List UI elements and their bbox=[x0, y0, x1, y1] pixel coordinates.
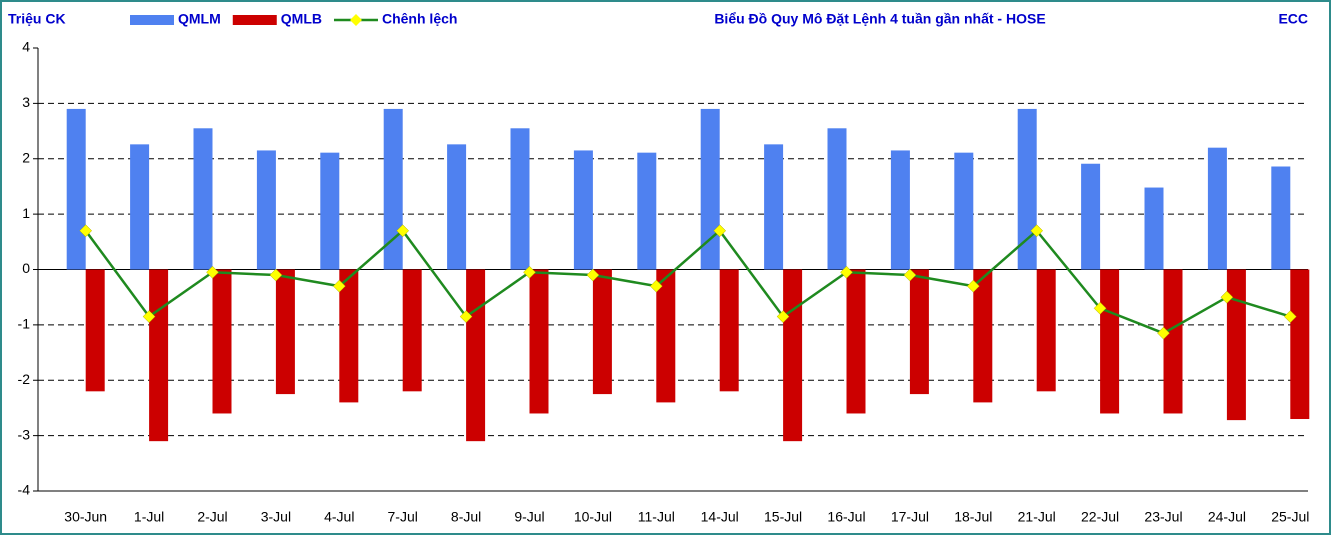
bar bbox=[573, 150, 593, 270]
bar bbox=[719, 269, 739, 392]
legend-swatch bbox=[232, 15, 277, 25]
x-tick-label: 9-Jul bbox=[514, 509, 544, 525]
marker bbox=[332, 279, 346, 293]
x-tick-label: 11-Jul bbox=[638, 509, 675, 525]
y-tick-label: 4 bbox=[22, 39, 30, 55]
x-tick-label: 21-Jul bbox=[1018, 509, 1056, 525]
bar bbox=[890, 150, 910, 270]
chart-title: Biểu Đồ Quy Mô Đặt Lệnh 4 tuần gần nhất … bbox=[714, 11, 1045, 27]
marker bbox=[903, 268, 917, 282]
marker bbox=[840, 265, 853, 279]
marker bbox=[713, 224, 727, 238]
bar bbox=[1271, 166, 1291, 270]
bar bbox=[973, 269, 993, 403]
x-tick-label: 14-Jul bbox=[701, 509, 739, 525]
marker bbox=[586, 268, 600, 282]
legend-label: QMLB bbox=[281, 11, 322, 27]
bar bbox=[466, 269, 486, 442]
bar bbox=[402, 269, 422, 392]
line bbox=[84, 228, 1291, 335]
legend-label: Chênh lệch bbox=[382, 11, 457, 27]
bar bbox=[827, 128, 847, 270]
bar bbox=[529, 269, 549, 414]
marker bbox=[396, 224, 410, 238]
y-tick-label: -3 bbox=[18, 426, 31, 442]
bar bbox=[954, 152, 974, 270]
bar bbox=[256, 150, 276, 270]
bar bbox=[85, 269, 105, 392]
marker bbox=[1030, 224, 1044, 238]
marker bbox=[459, 310, 473, 323]
x-tick-label: 25-Jul bbox=[1271, 509, 1309, 525]
marker bbox=[1220, 290, 1234, 304]
bar bbox=[447, 144, 467, 270]
bar bbox=[1290, 269, 1310, 420]
bar bbox=[1226, 269, 1246, 421]
x-tick-label: 15-Jul bbox=[764, 509, 802, 525]
annotation: ECC bbox=[1278, 11, 1308, 27]
y-tick-label: 2 bbox=[22, 149, 30, 165]
marker bbox=[206, 265, 219, 279]
bar bbox=[1163, 269, 1183, 414]
bar bbox=[1100, 269, 1120, 414]
x-tick-label: 23-Jul bbox=[1144, 509, 1182, 525]
y-axis-label: Triệu CK bbox=[8, 11, 66, 27]
bar bbox=[637, 152, 657, 270]
bar bbox=[656, 269, 676, 403]
bar bbox=[130, 144, 150, 270]
bar bbox=[149, 269, 169, 442]
bar bbox=[1144, 187, 1164, 270]
marker bbox=[776, 310, 790, 323]
x-tick-label: 8-Jul bbox=[451, 509, 481, 525]
bar bbox=[846, 269, 866, 414]
bar bbox=[764, 144, 784, 270]
bar bbox=[510, 128, 530, 270]
marker bbox=[142, 310, 156, 323]
bar bbox=[66, 108, 86, 270]
bar bbox=[275, 269, 295, 395]
marker bbox=[523, 265, 536, 279]
y-tick-label: -1 bbox=[18, 316, 31, 332]
bar bbox=[212, 269, 232, 414]
bar bbox=[320, 152, 340, 270]
x-tick-label: 18-Jul bbox=[954, 509, 992, 525]
y-tick-label: -4 bbox=[18, 482, 31, 498]
marker bbox=[79, 224, 93, 238]
y-tick-label: -2 bbox=[18, 371, 31, 387]
bar bbox=[592, 269, 612, 395]
marker bbox=[269, 268, 283, 282]
y-tick-label: 1 bbox=[22, 205, 30, 221]
bar bbox=[339, 269, 359, 403]
bar bbox=[783, 269, 803, 442]
legend-swatch bbox=[130, 15, 174, 25]
bar bbox=[909, 269, 929, 395]
bar bbox=[1081, 163, 1101, 270]
y-tick-label: 0 bbox=[22, 260, 30, 276]
x-tick-label: 30-Jun bbox=[64, 509, 107, 525]
x-tick-label: 10-Jul bbox=[574, 509, 612, 525]
bar bbox=[1036, 269, 1056, 392]
marker bbox=[1283, 310, 1297, 323]
x-tick-label: 24-Jul bbox=[1208, 509, 1246, 525]
marker bbox=[649, 279, 663, 293]
marker bbox=[966, 279, 980, 293]
legend-marker bbox=[349, 14, 362, 26]
x-tick-label: 2-Jul bbox=[197, 509, 227, 525]
marker bbox=[1157, 326, 1170, 340]
y-tick-label: 3 bbox=[22, 94, 30, 110]
x-tick-label: 16-Jul bbox=[827, 509, 865, 525]
bar bbox=[1207, 147, 1227, 270]
marker bbox=[1093, 301, 1107, 315]
x-tick-label: 1-Jul bbox=[134, 509, 164, 525]
x-tick-label: 4-Jul bbox=[324, 509, 354, 525]
x-tick-label: 22-Jul bbox=[1081, 509, 1119, 525]
legend-label: QMLM bbox=[178, 11, 221, 27]
x-tick-label: 17-Jul bbox=[891, 509, 929, 525]
x-tick-label: 3-Jul bbox=[261, 509, 291, 525]
bar bbox=[193, 128, 213, 270]
x-tick-label: 7-Jul bbox=[388, 509, 418, 525]
